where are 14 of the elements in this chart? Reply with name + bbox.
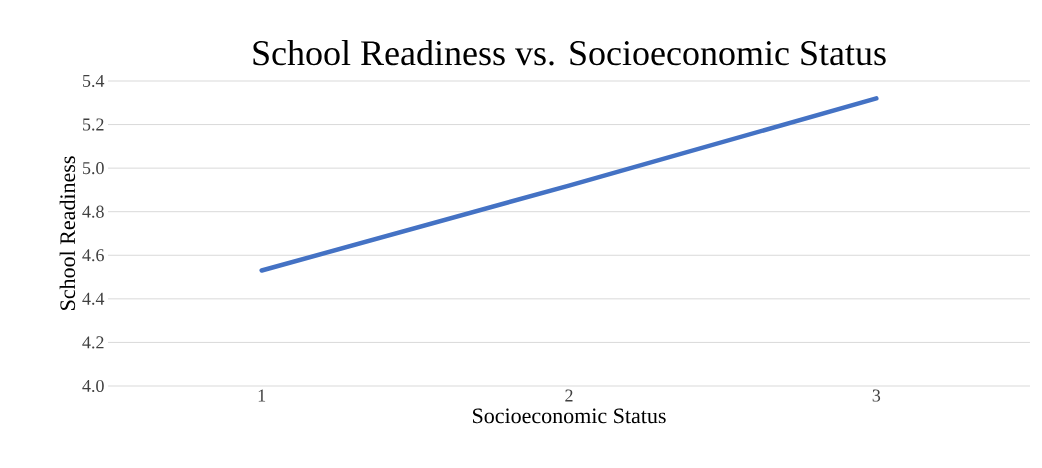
y-tick-label: 4.2 [82,336,104,349]
x-tick-label: 2 [565,389,573,402]
y-tick-label: 4.8 [82,205,104,218]
y-axis-title: School Readiness [59,156,76,310]
x-axis-title: Socioeconomic Status [473,408,666,424]
chart-title: School Readiness vs. Socioeconomic Status [253,39,886,66]
y-tick-label: 4.0 [82,379,104,393]
y-tick-label: 5.2 [83,118,104,131]
y-tick-label: 5.4 [83,74,105,88]
x-tick-label: 1 [258,389,266,402]
y-tick-label: 4.6 [82,249,104,262]
y-tick-label: 5.0 [83,162,104,175]
y-tick-label: 4.4 [82,292,105,305]
x-tick-label: 3 [872,389,881,402]
